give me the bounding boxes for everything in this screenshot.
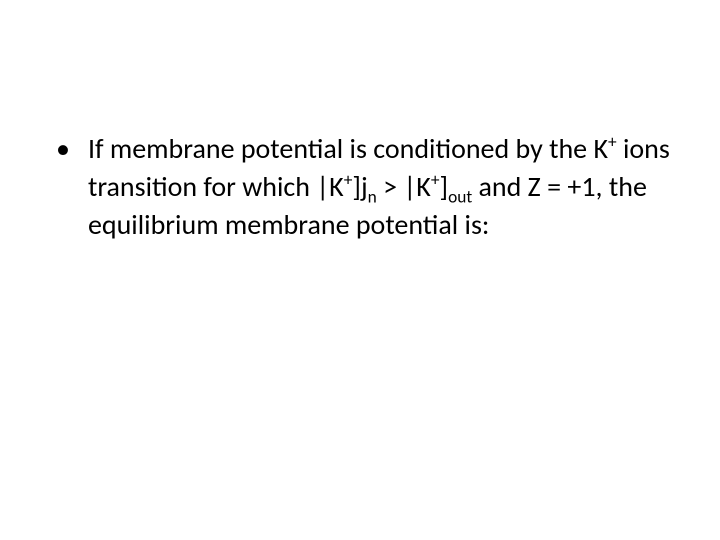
superscript-plus: + <box>431 169 440 191</box>
text-segment: > |K <box>377 169 431 204</box>
superscript-plus: + <box>608 131 617 153</box>
bullet-item: • If membrane potential is conditioned b… <box>50 130 670 244</box>
text-segment: ]j <box>352 169 367 204</box>
text-segment: If membrane potential is conditioned by … <box>88 131 608 166</box>
subscript-out: out <box>448 186 472 208</box>
text-segment: ] <box>440 169 449 204</box>
subscript-n: n <box>368 186 377 208</box>
bullet-text: If membrane potential is conditioned by … <box>88 130 670 244</box>
bullet-marker: • <box>56 130 70 168</box>
